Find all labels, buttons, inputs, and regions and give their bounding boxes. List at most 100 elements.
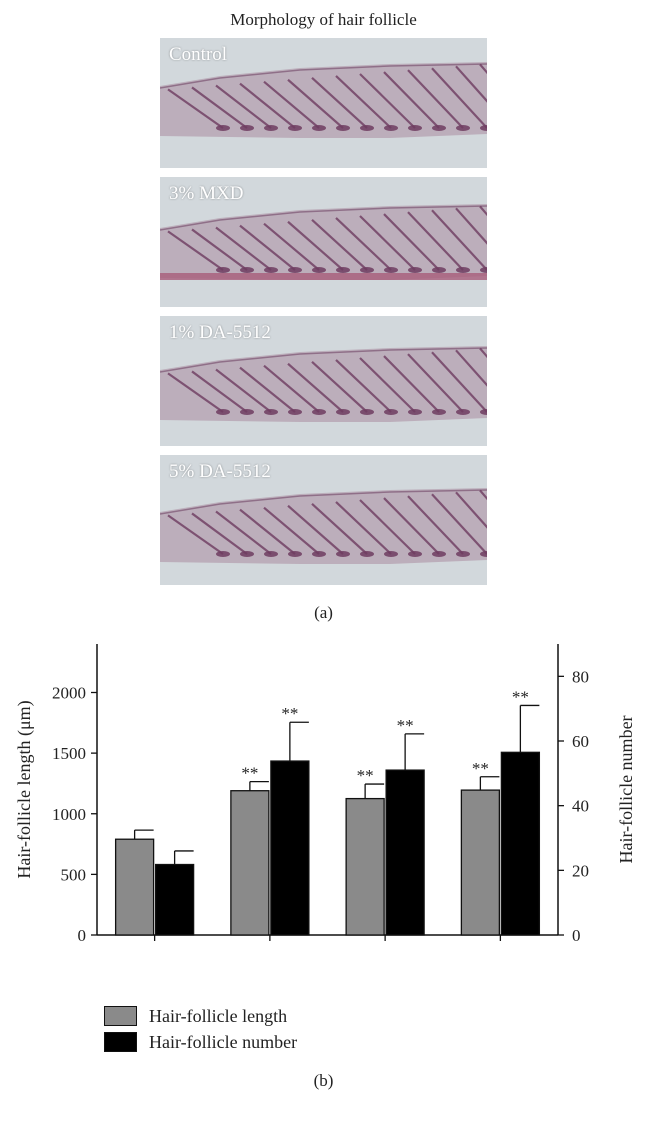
histology-image-1-da5512	[160, 316, 487, 446]
hair-follicle	[335, 359, 392, 413]
follicle-bulb	[480, 409, 487, 415]
legend-entry-number: Hair-follicle number	[104, 1030, 297, 1054]
hair-follicle	[167, 230, 224, 271]
significance-marker: **	[241, 764, 258, 783]
hair-follicle	[215, 510, 272, 555]
bar-length	[114, 838, 155, 936]
hair-follicle	[359, 73, 416, 129]
follicle-bulb	[480, 125, 487, 131]
follicle-bulb	[360, 125, 374, 131]
y-axis-label-left: Hair-follicle length (μm)	[14, 700, 35, 878]
hair-follicle	[431, 493, 487, 555]
follicle-bulb	[480, 551, 487, 557]
tick-label-left: 0	[78, 926, 87, 945]
hair-follicle	[455, 491, 487, 529]
hair-follicle	[407, 495, 464, 555]
follicle-bulb	[216, 409, 230, 415]
histology-image-control	[160, 38, 487, 168]
follicle-bulb	[312, 409, 326, 415]
hair-follicle	[311, 361, 368, 413]
panel-label-5-da5512: 5% DA-5512	[169, 461, 271, 482]
muscle-layer	[160, 273, 487, 280]
hair-follicle	[239, 366, 296, 413]
histology-panel-control: Control	[160, 38, 487, 168]
hair-follicle	[191, 86, 248, 129]
hair-follicle	[215, 84, 272, 129]
epidermis-line	[160, 63, 487, 89]
hair-follicle	[215, 226, 272, 271]
follicle-bulb	[384, 267, 398, 273]
epidermis-line	[160, 205, 487, 231]
tick-label-right: 60	[572, 732, 589, 751]
follicle-bulb	[408, 125, 422, 131]
hair-follicle	[383, 497, 440, 555]
hair-follicle	[191, 370, 248, 413]
follicle-bulb	[456, 551, 470, 557]
follicle-bulb	[360, 267, 374, 273]
legend-swatch-length	[104, 1006, 137, 1026]
follicle-bulb	[264, 267, 278, 273]
follicle-bulb	[432, 125, 446, 131]
hair-follicle	[263, 222, 320, 271]
follicle-bulb	[336, 409, 350, 415]
hair-follicle	[407, 211, 464, 271]
follicle-bulb	[240, 125, 254, 131]
significance-marker: **	[397, 716, 414, 735]
hair-follicle	[383, 213, 440, 271]
follicle-bulb	[408, 551, 422, 557]
tick-label-left: 1500	[52, 744, 86, 763]
follicle-bulb	[360, 551, 374, 557]
follicle-bulb	[312, 267, 326, 273]
panel-label-1-da5512: 1% DA-5512	[169, 322, 271, 343]
follicle-bulb	[336, 551, 350, 557]
epidermis-line	[160, 489, 487, 515]
significance-marker: **	[357, 766, 374, 785]
tick-label-left: 2000	[52, 684, 86, 703]
hair-follicle	[431, 351, 487, 413]
bar-length	[230, 790, 270, 936]
bar-number	[500, 751, 541, 936]
follicle-bulb	[384, 551, 398, 557]
bar-length	[345, 797, 385, 936]
hair-follicle	[383, 71, 440, 129]
hair-follicle	[431, 209, 487, 271]
hair-follicle	[287, 504, 344, 555]
follicle-bulb	[240, 267, 254, 273]
hair-follicle	[191, 228, 248, 271]
bar-number	[154, 863, 195, 936]
hair-follicle	[263, 364, 320, 413]
hair-follicle	[359, 499, 416, 555]
x-tick-label: NC	[143, 947, 167, 950]
hair-follicle	[359, 215, 416, 271]
hair-follicle	[167, 514, 224, 555]
hair-follicle	[455, 349, 487, 387]
legend-label-number: Hair-follicle number	[149, 1031, 298, 1052]
follicle-bulb	[456, 267, 470, 273]
legend-entry-length: Hair-follicle length	[104, 1004, 287, 1028]
follicle-bulb	[264, 125, 278, 131]
tick-label-right: 0	[572, 926, 581, 945]
hair-follicle	[263, 506, 320, 555]
hair-follicle	[263, 80, 320, 129]
hair-follicle	[359, 357, 416, 413]
hair-follicle	[407, 353, 464, 413]
follicle-bulb	[432, 267, 446, 273]
follicle-bulb	[288, 551, 302, 557]
follicle-bulb	[288, 125, 302, 131]
follicle-bulb	[408, 409, 422, 415]
tick-label-right: 40	[572, 797, 589, 816]
follicle-bulb	[312, 551, 326, 557]
y-axis-label-right: Hair-follicle number	[616, 715, 636, 863]
figure-title: Morphology of hair follicle	[230, 10, 417, 29]
tick-label-right: 20	[572, 861, 589, 880]
follicle-bulb	[216, 551, 230, 557]
bar-number	[270, 760, 310, 936]
hair-follicle	[239, 224, 296, 271]
legend-swatch-number	[104, 1032, 137, 1052]
follicle-bulb	[336, 125, 350, 131]
bar-length	[460, 789, 501, 936]
significance-marker: **	[281, 704, 298, 723]
hair-follicle	[311, 503, 368, 555]
follicle-bulb	[240, 551, 254, 557]
follicle-bulb	[384, 125, 398, 131]
